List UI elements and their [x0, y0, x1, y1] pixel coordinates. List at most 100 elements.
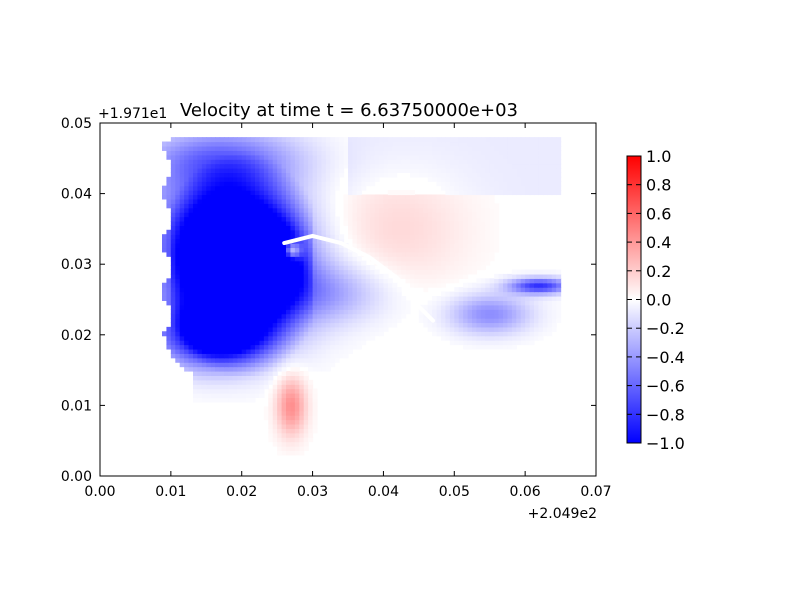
heatmap-cell	[250, 185, 256, 191]
heatmap-cell	[232, 203, 238, 209]
heatmap-cell	[383, 145, 389, 151]
heatmap-cell	[241, 172, 247, 178]
heatmap-cell	[277, 437, 283, 443]
heatmap-cell	[312, 353, 318, 359]
heatmap-cell	[414, 137, 420, 143]
heatmap-cell	[449, 198, 455, 204]
heatmap-cell	[480, 318, 486, 324]
heatmap-cell	[237, 141, 243, 147]
heatmap-cell	[383, 291, 389, 297]
heatmap-cell	[175, 181, 181, 187]
heatmap-cell	[325, 168, 331, 174]
heatmap-cell	[317, 291, 323, 297]
heatmap-cell	[343, 150, 349, 156]
heatmap-cell	[392, 282, 398, 288]
heatmap-cell	[525, 300, 531, 306]
heatmap-cell	[303, 340, 309, 346]
heatmap-cell	[272, 198, 278, 204]
heatmap-cell	[449, 247, 455, 253]
heatmap-cell	[423, 163, 429, 169]
heatmap-cell	[246, 273, 252, 279]
heatmap-cell	[498, 172, 504, 178]
heatmap-cell	[423, 247, 429, 253]
heatmap-cell	[396, 225, 402, 231]
heatmap-cell	[352, 198, 358, 204]
heatmap-cell	[206, 243, 212, 249]
heatmap-cell	[277, 260, 283, 266]
heatmap-cell	[268, 375, 274, 381]
heatmap-cell	[503, 282, 509, 288]
heatmap-cell	[339, 318, 345, 324]
heatmap-cell	[232, 313, 238, 319]
heatmap-cell	[321, 234, 327, 240]
heatmap-cell	[272, 181, 278, 187]
heatmap-cell	[534, 287, 540, 293]
heatmap-cell	[321, 331, 327, 337]
heatmap-cell	[272, 190, 278, 196]
heatmap-cell	[294, 340, 300, 346]
heatmap-cell	[339, 141, 345, 147]
heatmap-cell	[241, 260, 247, 266]
heatmap-cell	[348, 176, 354, 182]
heatmap-cell	[503, 331, 509, 337]
heatmap-cell	[219, 203, 225, 209]
heatmap-cell	[263, 353, 269, 359]
heatmap-cell	[250, 393, 256, 399]
heatmap-cell	[281, 415, 287, 421]
heatmap-cell	[503, 300, 509, 306]
heatmap-cell	[405, 269, 411, 275]
heatmap-cell	[392, 190, 398, 196]
heatmap-cell	[188, 335, 194, 341]
heatmap-cell	[317, 243, 323, 249]
heatmap-cell	[219, 366, 225, 372]
heatmap-cell	[383, 216, 389, 222]
heatmap-cell	[410, 220, 416, 226]
heatmap-cell	[556, 172, 562, 178]
heatmap-cell	[268, 260, 274, 266]
heatmap-cell	[317, 207, 323, 213]
heatmap-cell	[396, 198, 402, 204]
heatmap-cell	[476, 287, 482, 293]
heatmap-cell	[551, 282, 557, 288]
heatmap-cell	[290, 313, 296, 319]
heatmap-cell	[255, 251, 261, 257]
heatmap-cell	[237, 220, 243, 226]
heatmap-cell	[170, 269, 176, 275]
heatmap-cell	[290, 401, 296, 407]
heatmap-cell	[268, 243, 274, 249]
heatmap-cell	[458, 243, 464, 249]
heatmap-cell	[175, 322, 181, 328]
heatmap-cell	[281, 326, 287, 332]
heatmap-cell	[525, 154, 531, 160]
heatmap-cell	[383, 287, 389, 293]
heatmap-cell	[374, 154, 380, 160]
heatmap-cell	[396, 141, 402, 147]
heatmap-cell	[188, 163, 194, 169]
heatmap-cell	[401, 273, 407, 279]
heatmap-cell	[330, 145, 336, 151]
heatmap-cell	[449, 300, 455, 306]
heatmap-cell	[538, 181, 544, 187]
heatmap-cell	[343, 322, 349, 328]
heatmap-cell	[308, 216, 314, 222]
heatmap-cell	[188, 238, 194, 244]
heatmap-cell	[241, 384, 247, 390]
heatmap-cell	[193, 357, 199, 363]
heatmap-cell	[312, 278, 318, 284]
heatmap-cell	[272, 265, 278, 271]
heatmap-cell	[250, 357, 256, 363]
heatmap-cell	[224, 269, 230, 275]
heatmap-cell	[219, 216, 225, 222]
heatmap-cell	[511, 176, 517, 182]
heatmap-cell	[197, 340, 203, 346]
heatmap-cell	[383, 243, 389, 249]
heatmap-cell	[268, 344, 274, 350]
heatmap-cell	[312, 273, 318, 279]
heatmap-cell	[365, 229, 371, 235]
heatmap-cell	[317, 229, 323, 235]
heatmap-cell	[303, 344, 309, 350]
heatmap-cell	[290, 203, 296, 209]
heatmap-cell	[299, 145, 305, 151]
heatmap-cell	[246, 238, 252, 244]
heatmap-cell	[241, 322, 247, 328]
